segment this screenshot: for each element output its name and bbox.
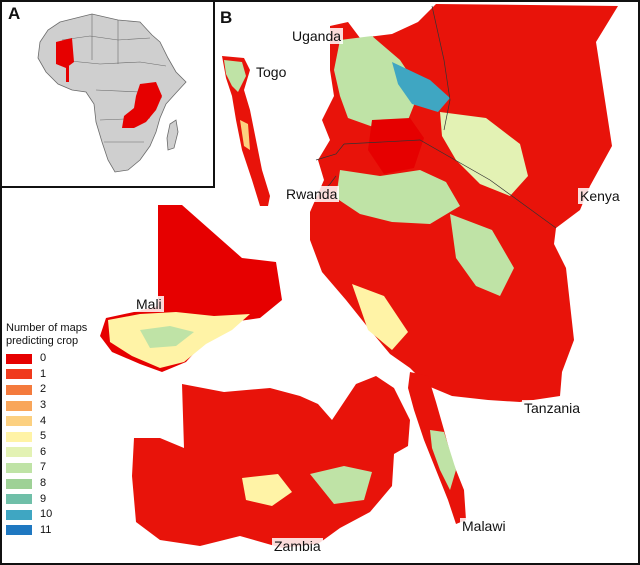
legend-item-label: 9 bbox=[40, 492, 47, 505]
legend-swatch bbox=[6, 416, 32, 427]
zambia-label: Zambia bbox=[272, 538, 323, 554]
africa-inset-map bbox=[37, 13, 187, 173]
togo-cropland bbox=[224, 60, 246, 92]
legend-item: 4 bbox=[6, 413, 87, 429]
legend-swatch bbox=[6, 509, 32, 520]
legend-title: Number of maps predicting crop bbox=[6, 322, 87, 348]
kenya-label: Kenya bbox=[578, 188, 622, 204]
zambia-cropland-central bbox=[242, 474, 292, 506]
tanzania-cropland-north bbox=[336, 170, 460, 224]
madagascar bbox=[166, 119, 179, 151]
uganda-cropland-blue bbox=[392, 62, 450, 112]
tanzania-cropland-south bbox=[352, 284, 408, 350]
legend-item-label: 10 bbox=[40, 508, 53, 521]
uganda-label: Uganda bbox=[290, 28, 344, 44]
legend-item: 5 bbox=[6, 429, 87, 445]
legend-swatch bbox=[6, 431, 32, 442]
legend-item: 3 bbox=[6, 398, 87, 414]
togo-inset-highlight bbox=[66, 66, 69, 82]
legend-swatch bbox=[6, 525, 32, 536]
legend-item: 0 bbox=[6, 351, 87, 367]
togo-cropland-south bbox=[240, 120, 250, 150]
zambia-map bbox=[132, 376, 410, 548]
legend-item: 8 bbox=[6, 476, 87, 492]
legend-item: 7 bbox=[6, 460, 87, 476]
legend-rows: 0 1 2 3 4 5 6 7 8 9 10 11 bbox=[6, 351, 87, 538]
legend-swatch bbox=[6, 462, 32, 473]
legend-swatch bbox=[6, 353, 32, 364]
tanzania-cropland-central bbox=[450, 214, 514, 296]
map-legend: Number of maps predicting crop 0 1 2 3 4 5 6 7 8… bbox=[6, 322, 87, 538]
legend-item: 1 bbox=[6, 367, 87, 383]
east-africa-inset-highlight bbox=[122, 82, 162, 128]
uganda-cropland bbox=[334, 36, 420, 128]
panel-b-label: B bbox=[220, 8, 233, 27]
zambia-cropland-east bbox=[310, 466, 372, 504]
mali-inset-highlight bbox=[56, 38, 74, 68]
malawi-label: Malawi bbox=[460, 518, 508, 534]
legend-item-label: 7 bbox=[40, 461, 47, 474]
crop-agreement-map bbox=[100, 4, 618, 548]
legend-item: 6 bbox=[6, 445, 87, 461]
legend-item-label: 3 bbox=[40, 399, 47, 412]
legend-item-label: 6 bbox=[40, 445, 47, 458]
legend-item-label: 4 bbox=[40, 414, 47, 427]
legend-swatch bbox=[6, 478, 32, 489]
legend-item-label: 11 bbox=[40, 523, 52, 536]
east-africa-borders bbox=[315, 5, 557, 229]
rwanda-label: Rwanda bbox=[284, 186, 340, 202]
kenya-cropland bbox=[440, 112, 528, 196]
mali-label: Mali bbox=[134, 296, 164, 312]
legend-swatch bbox=[6, 369, 32, 380]
legend-swatch bbox=[6, 400, 32, 411]
legend-title-line2: predicting crop bbox=[6, 335, 79, 347]
legend-item: 9 bbox=[6, 491, 87, 507]
togo-label: Togo bbox=[254, 64, 289, 80]
panel-a-label: A bbox=[8, 4, 21, 23]
lake-victoria-region bbox=[368, 118, 424, 174]
legend-swatch bbox=[6, 447, 32, 458]
malawi-cropland bbox=[430, 430, 456, 490]
legend-item: 10 bbox=[6, 507, 87, 523]
legend-swatch bbox=[6, 384, 32, 395]
legend-item-label: 2 bbox=[40, 383, 47, 396]
legend-item-label: 5 bbox=[40, 430, 47, 443]
legend-item-label: 1 bbox=[40, 367, 47, 380]
legend-title-line1: Number of maps bbox=[6, 322, 88, 334]
legend-item-label: 8 bbox=[40, 477, 47, 490]
panel-a-frame bbox=[0, 0, 215, 188]
mali-cropland-green bbox=[140, 326, 194, 348]
legend-item: 11 bbox=[6, 523, 87, 539]
tanzania-label: Tanzania bbox=[522, 400, 583, 416]
africa-continent bbox=[37, 13, 187, 173]
legend-item: 2 bbox=[6, 382, 87, 398]
legend-item-label: 0 bbox=[40, 352, 47, 365]
legend-swatch bbox=[6, 494, 32, 505]
